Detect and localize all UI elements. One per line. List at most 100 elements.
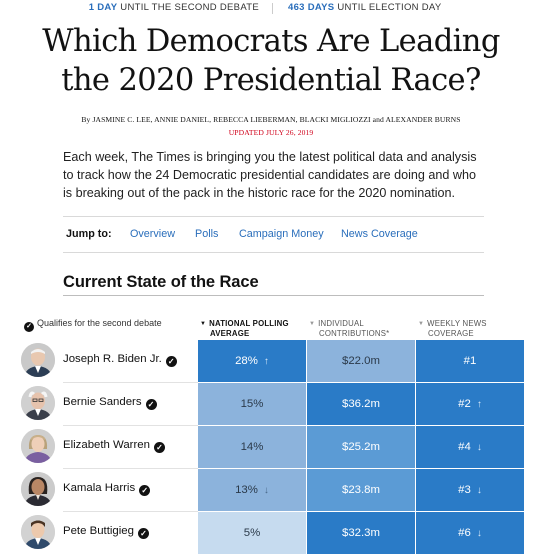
section-title: Current State of the Race	[63, 273, 259, 291]
candidate-name: Kamala Harris ✓	[63, 482, 151, 496]
contributions-value: $36.2m	[342, 398, 380, 410]
contributions-cell: $22.0m	[307, 340, 415, 382]
election-countdown: 463 DAYS UNTIL ELECTION DAY	[288, 2, 441, 13]
coverage-value: #3	[458, 484, 471, 496]
arrow-down-icon: ↓	[476, 485, 482, 496]
polling-cell: 28% ↑	[198, 340, 306, 382]
polling-value: 28%	[235, 355, 258, 367]
row-divider	[63, 468, 198, 469]
column-header-polling-line2: AVERAGE	[210, 329, 250, 338]
contributions-cell: $32.3m	[307, 512, 415, 554]
election-countdown-number: 463 DAYS	[288, 2, 335, 13]
arrow-down-icon: ↓	[263, 485, 269, 496]
candidate-name: Bernie Sanders ✓	[63, 396, 157, 410]
intro-paragraph: Each week, The Times is bringing you the…	[63, 150, 477, 200]
jump-link-news-coverage[interactable]: News Coverage	[341, 228, 418, 240]
avatar	[21, 429, 55, 463]
coverage-cell: #2 ↑	[416, 383, 524, 425]
coverage-cell: #6 ↓	[416, 512, 524, 554]
coverage-value: #2	[458, 398, 471, 410]
contributions-value: $22.0m	[342, 355, 380, 367]
row-divider	[63, 382, 198, 383]
table-row[interactable]: Pete Buttigieg ✓ 5% $32.3m #6 ↓	[0, 512, 542, 555]
contributions-cell: $25.2m	[307, 426, 415, 468]
jump-link-polls[interactable]: Polls	[195, 228, 219, 240]
check-circle-icon: ✓	[145, 399, 157, 410]
caret-down-icon: ▼	[309, 321, 316, 327]
coverage-cell: #3 ↓	[416, 469, 524, 511]
polling-value: 15%	[240, 398, 264, 410]
polling-value: 5%	[243, 527, 261, 539]
coverage-value: #6	[458, 527, 471, 539]
check-circle-icon: ✓	[153, 442, 165, 453]
qualifies-legend-label: Qualifies for the second debate	[37, 318, 162, 328]
page-title-line-1: Which Democrats Are Leading	[42, 24, 500, 59]
section-rule	[63, 295, 484, 296]
polling-cell: 14%	[198, 426, 306, 468]
contributions-value: $32.3m	[342, 527, 380, 539]
polling-value: 13%	[235, 484, 258, 496]
arrow-up-icon: ↑	[263, 356, 269, 367]
arrow-up-icon: ↑	[476, 399, 482, 410]
table-row[interactable]: Joseph R. Biden Jr. ✓ 28% ↑ $22.0m #1	[0, 340, 542, 383]
election-countdown-text: UNTIL ELECTION DAY	[334, 2, 442, 13]
arrow-down-icon: ↓	[476, 442, 482, 453]
divider-top	[63, 216, 484, 217]
check-circle-icon: ✓	[139, 485, 151, 496]
row-divider	[63, 425, 198, 426]
column-header-coverage-line1: WEEKLY NEWS	[427, 319, 487, 328]
column-header-contributions-line2: CONTRIBUTIONS*	[319, 329, 390, 338]
arrow-down-icon: ↓	[476, 528, 482, 539]
table-row[interactable]: Kamala Harris ✓ 13% ↓ $23.8m #3 ↓	[0, 469, 542, 512]
candidate-name-text: Bernie Sanders	[63, 396, 142, 408]
jump-link-campaign-money[interactable]: Campaign Money	[239, 228, 324, 240]
divider-bottom	[63, 252, 484, 253]
candidate-name: Elizabeth Warren ✓	[63, 439, 165, 453]
avatar	[21, 472, 55, 506]
page-title: Which Democrats Are Leading the 2020 Pre…	[0, 22, 542, 100]
column-header-polling[interactable]: ▼ NATIONAL POLLING AVERAGE	[200, 319, 289, 339]
column-header-coverage[interactable]: ▼ WEEKLY NEWS COVERAGE	[418, 319, 487, 339]
countdown-bar: 1 DAY UNTIL THE SECOND DEBATE 463 DAYS U…	[0, 2, 542, 16]
polling-cell: 15%	[198, 383, 306, 425]
page-title-line-2: the 2020 Presidential Race?	[61, 63, 481, 98]
coverage-value: #1	[463, 355, 477, 367]
row-divider	[63, 511, 198, 512]
polling-cell: 13% ↓	[198, 469, 306, 511]
polling-value: 14%	[240, 441, 264, 453]
polling-cell: 5%	[198, 512, 306, 554]
updated-date: UPDATED JULY 26, 2019	[228, 128, 314, 137]
debate-countdown-number: 1 DAY	[88, 2, 118, 13]
caret-down-icon: ▼	[418, 321, 425, 327]
debate-countdown-text: UNTIL THE SECOND DEBATE	[117, 2, 259, 13]
check-circle-icon: ✓	[24, 322, 34, 332]
column-header-coverage-line2: COVERAGE	[428, 329, 474, 338]
countdown-divider	[272, 3, 273, 14]
table-row[interactable]: Bernie Sanders ✓ 15% $36.2m #2 ↑	[0, 383, 542, 426]
jump-label: Jump to:	[66, 228, 112, 240]
avatar	[21, 515, 55, 549]
column-header-polling-line1: NATIONAL POLLING	[209, 319, 289, 328]
debate-countdown: 1 DAY UNTIL THE SECOND DEBATE	[89, 2, 259, 13]
contributions-cell: $23.8m	[307, 469, 415, 511]
column-header-contributions[interactable]: ▼ INDIVIDUAL CONTRIBUTIONS*	[309, 319, 389, 339]
jump-link-overview[interactable]: Overview	[130, 228, 175, 240]
contributions-cell: $36.2m	[307, 383, 415, 425]
candidate-name-text: Elizabeth Warren	[63, 439, 150, 451]
coverage-value: #4	[458, 441, 471, 453]
candidate-name-text: Pete Buttigieg	[63, 525, 134, 537]
caret-down-icon: ▼	[200, 321, 207, 327]
candidate-name-text: Joseph R. Biden Jr.	[63, 353, 162, 365]
check-circle-icon: ✓	[165, 356, 177, 367]
column-header-contributions-line1: INDIVIDUAL	[318, 319, 364, 328]
candidate-name: Joseph R. Biden Jr. ✓	[63, 353, 177, 367]
avatar	[21, 386, 55, 420]
qualifies-legend: ✓ Qualifies for the second debate	[24, 318, 162, 332]
coverage-cell: #1	[416, 340, 524, 382]
candidate-name-text: Kamala Harris	[63, 482, 136, 494]
contributions-value: $23.8m	[342, 484, 380, 496]
candidate-name: Pete Buttigieg ✓	[63, 525, 149, 539]
table-row[interactable]: Elizabeth Warren ✓ 14% $25.2m #4 ↓	[0, 426, 542, 469]
check-circle-icon: ✓	[137, 528, 149, 539]
coverage-cell: #4 ↓	[416, 426, 524, 468]
